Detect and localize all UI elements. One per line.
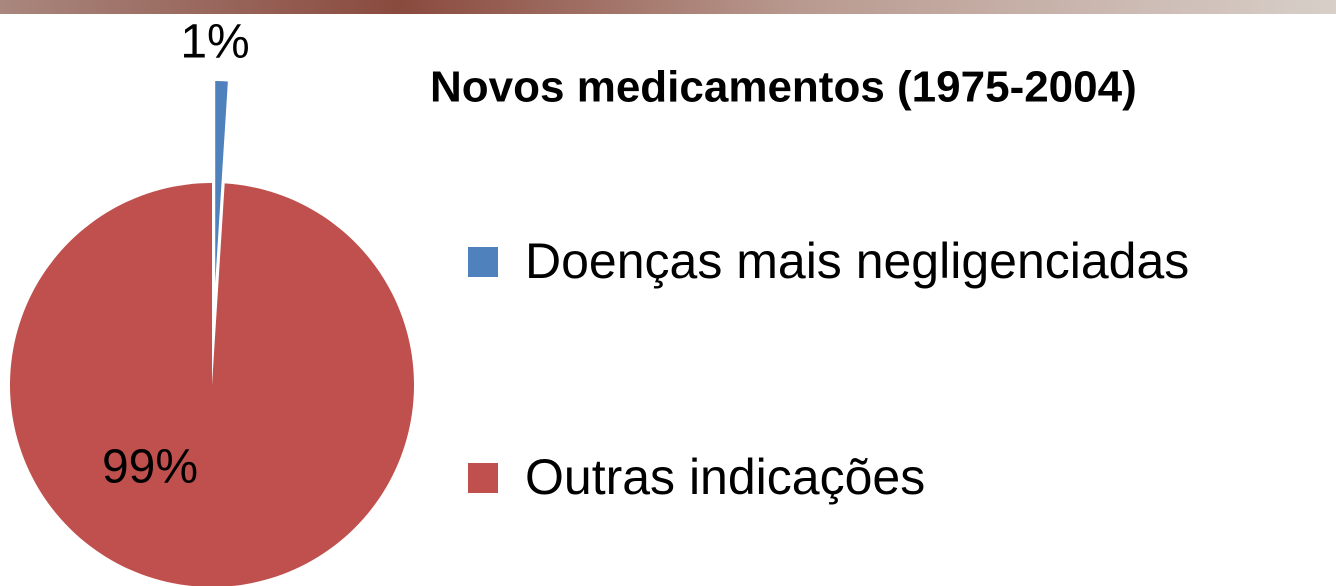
page: Novos medicamentos (1975-2004) 1% 99% Doen… [0, 0, 1336, 586]
legend-label: Doenças mais negligenciadas [525, 233, 1189, 289]
chart-title: Novos medicamentos (1975-2004) [430, 63, 1137, 112]
legend-swatch [468, 247, 498, 277]
legend-label: Outras indicações [525, 449, 925, 505]
header-photo-strip [0, 0, 1336, 14]
chart: Novos medicamentos (1975-2004) 1% 99% Doen… [0, 0, 1336, 586]
slice-label: 1% [180, 16, 249, 69]
slice-label: 99% [102, 441, 198, 494]
pie-slice [10, 183, 414, 586]
legend-swatch [468, 463, 498, 493]
